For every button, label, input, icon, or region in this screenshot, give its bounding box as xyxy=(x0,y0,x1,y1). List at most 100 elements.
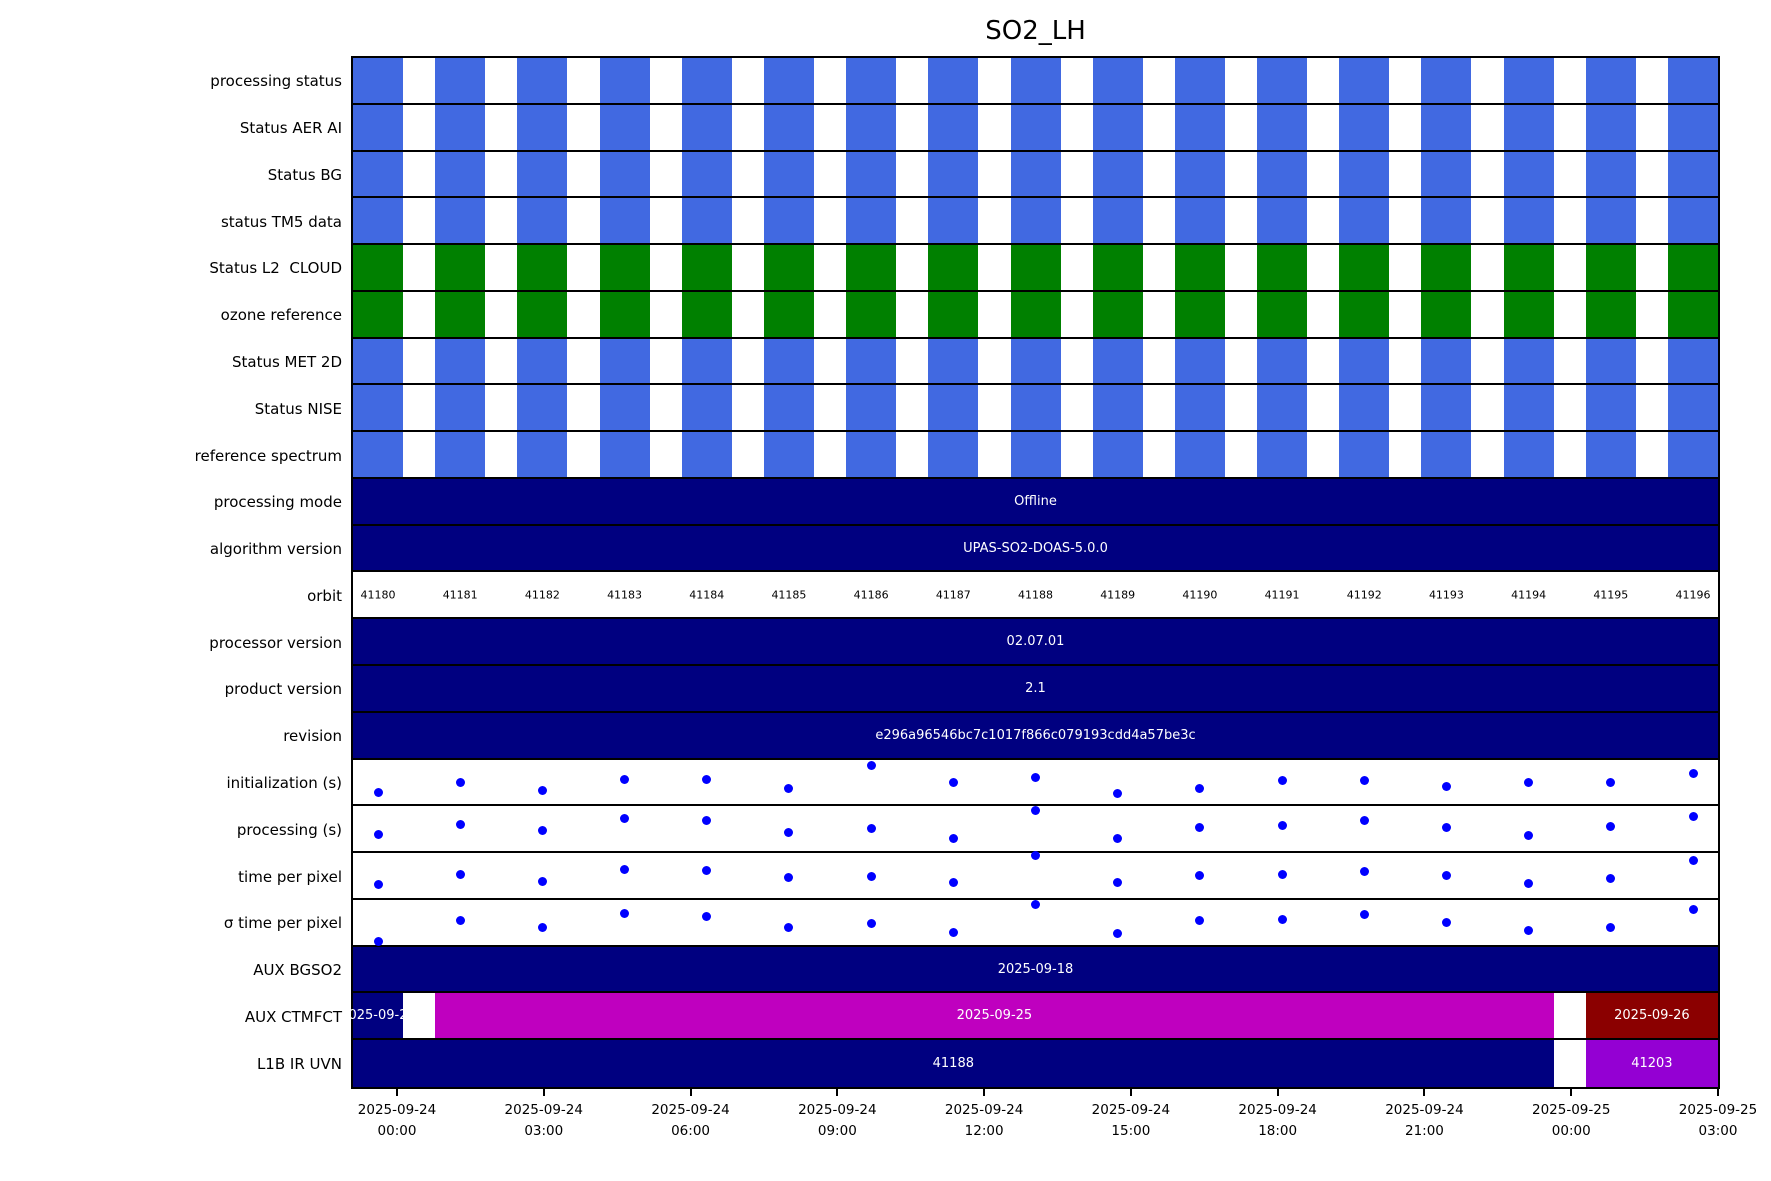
orbit-bar xyxy=(353,245,403,290)
x-tick-label: 2025-09-25 03:00 xyxy=(1678,1102,1758,1139)
orbit-bar xyxy=(435,104,486,150)
orbit-bar xyxy=(1668,338,1718,384)
orbit-bar xyxy=(435,291,486,337)
orbit-bar xyxy=(1010,104,1061,150)
scatter-dot xyxy=(1195,916,1205,926)
orbit-number: 41185 xyxy=(771,588,807,602)
orbit-bar xyxy=(1503,245,1554,290)
orbit-bar xyxy=(1503,198,1554,244)
orbit-bar xyxy=(1257,58,1308,103)
plot-area: Offline UPAS-SO2-DOAS-5.0.0 41180 41181 4118… xyxy=(340,56,1720,1089)
orbit-bar xyxy=(1585,151,1636,197)
orbit-bar xyxy=(763,151,814,197)
orbit-number: 41188 xyxy=(1018,588,1053,602)
orbit-bar xyxy=(1668,58,1718,103)
orbit-bar xyxy=(599,338,650,384)
x-tick-label: 2025-09-24 12:00 xyxy=(944,1102,1024,1139)
orbit-bar xyxy=(1421,58,1472,103)
orbit-number: 41195 xyxy=(1593,588,1629,602)
scatter-dot xyxy=(537,785,547,795)
orbit-bar xyxy=(1257,338,1308,384)
orbit-bar xyxy=(1585,245,1636,290)
orbit-bar xyxy=(681,385,732,431)
orbit-bar xyxy=(1421,385,1472,431)
row-label-l1b-ir-uvn: L1B IR UVN xyxy=(256,1054,342,1073)
orbit-bar xyxy=(1339,198,1390,244)
row-segments: 2.1 xyxy=(353,666,1718,713)
row-stripes xyxy=(353,104,1718,152)
scatter-dot xyxy=(702,911,712,921)
orbit-bar xyxy=(599,245,650,290)
orbit-bar xyxy=(1503,104,1554,150)
orbit-bar xyxy=(1339,104,1390,150)
x-tick xyxy=(836,1087,839,1096)
orbit-bar xyxy=(1503,58,1554,103)
orbit-bar xyxy=(846,151,897,197)
orbit-bar xyxy=(763,198,814,244)
bar-segment: 2.1 xyxy=(353,666,1718,711)
scatter-dot xyxy=(1195,784,1205,794)
orbit-bar xyxy=(1010,432,1061,477)
row-label-aux-ctmfct: AUX CTMFCT xyxy=(244,1007,342,1026)
row-stripes xyxy=(353,58,1718,105)
orbit-bar xyxy=(1503,151,1554,197)
orbit-bar xyxy=(681,338,732,384)
scatter-dot xyxy=(537,826,547,836)
scatter-dot xyxy=(1195,822,1205,832)
orbit-bar xyxy=(517,338,568,384)
row-label-revision: revision xyxy=(283,727,342,746)
orbit-bar xyxy=(517,385,568,431)
bar-segment: 41188 xyxy=(353,1040,1554,1087)
orbit-bar xyxy=(517,245,568,290)
orbit-bar xyxy=(1421,245,1472,290)
orbit-bar xyxy=(599,151,650,197)
orbit-bar xyxy=(681,104,732,150)
row-stripes xyxy=(353,338,1718,386)
scatter-dot xyxy=(702,815,712,825)
orbit-bar xyxy=(1585,198,1636,244)
orbit-bar xyxy=(517,104,568,150)
orbit-bar xyxy=(353,432,403,477)
scatter-dot xyxy=(1524,778,1534,788)
row-label-reference-spectrum: reference spectrum xyxy=(194,446,342,465)
orbit-bar xyxy=(1339,151,1390,197)
orbit-bar xyxy=(928,291,979,337)
orbit-number: 41194 xyxy=(1511,588,1547,602)
bar-segment: UPAS-SO2-DOAS-5.0.0 xyxy=(353,525,1718,571)
orbit-bar xyxy=(1092,245,1143,290)
bar-segment: 2025-09-26 xyxy=(1585,993,1718,1039)
orbit-bar xyxy=(928,198,979,244)
orbit-bar xyxy=(1257,151,1308,197)
x-tick xyxy=(689,1087,692,1096)
scatter-dot xyxy=(1031,900,1040,910)
bar-segment: e296a96546bc7c1017f866c079193cdd4a57be3c xyxy=(353,712,1718,758)
x-tick xyxy=(1570,1087,1573,1096)
orbit-bar xyxy=(1174,151,1225,197)
scatter-dot xyxy=(784,872,794,882)
orbit-bar xyxy=(1092,385,1143,431)
scatter-dot xyxy=(784,923,794,933)
orbit-bar xyxy=(1092,104,1143,150)
orbit-bar xyxy=(1174,432,1225,477)
bar-segment: 41203 xyxy=(1585,1040,1718,1087)
orbit-bar xyxy=(1668,198,1718,244)
orbit-bar xyxy=(435,58,486,103)
scatter-dot xyxy=(537,876,547,886)
x-tick xyxy=(1423,1087,1426,1096)
scatter-dot xyxy=(1359,910,1369,920)
scatter-dot xyxy=(948,877,958,887)
orbit-bar xyxy=(1339,291,1390,337)
orbit-number: 41193 xyxy=(1428,588,1464,602)
orbit-bar xyxy=(1174,245,1225,290)
scatter-dot xyxy=(866,872,876,881)
orbit-bar xyxy=(1339,58,1390,103)
orbit-bar xyxy=(517,58,568,103)
orbit-bar xyxy=(1257,291,1308,337)
scatter-dot xyxy=(620,813,630,823)
scatter-dot xyxy=(1606,874,1616,884)
orbit-bar xyxy=(681,198,732,244)
orbit-number: 41180 xyxy=(360,588,396,602)
scatter-dot xyxy=(1277,820,1287,830)
orbit-bar xyxy=(681,151,732,197)
